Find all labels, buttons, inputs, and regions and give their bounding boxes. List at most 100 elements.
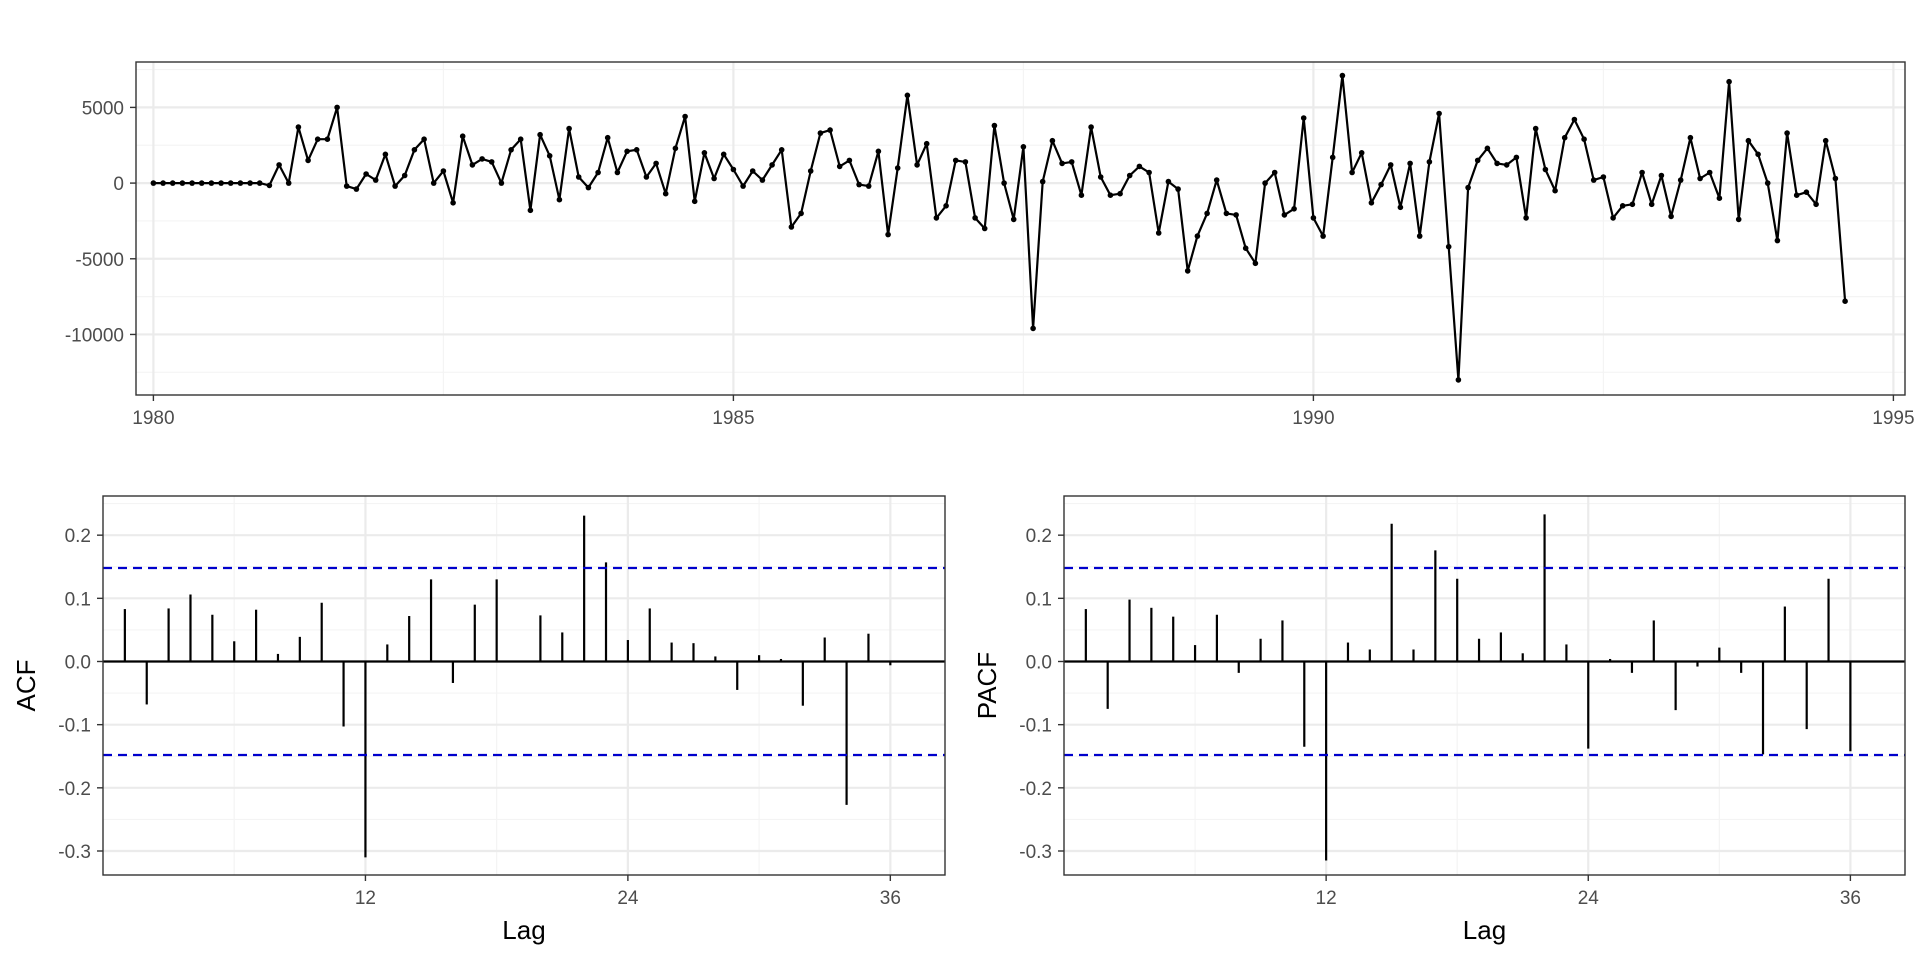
y-tick-label: 0.1 xyxy=(1026,589,1052,610)
data-point xyxy=(1030,325,1036,332)
x-tick-label: 36 xyxy=(880,888,901,909)
data-point xyxy=(1735,216,1742,223)
data-point xyxy=(295,124,302,130)
data-point xyxy=(169,180,176,186)
data-point xyxy=(372,177,379,183)
data-point xyxy=(633,147,640,153)
data-point xyxy=(769,162,775,168)
data-point xyxy=(1416,233,1423,239)
data-point xyxy=(1658,172,1665,179)
data-point xyxy=(759,177,766,183)
y-tick-label: 0.0 xyxy=(1026,652,1052,673)
data-point xyxy=(150,180,157,186)
data-point xyxy=(1610,215,1616,221)
data-point xyxy=(595,169,601,176)
y-axis-title: ACF xyxy=(11,660,41,712)
data-point xyxy=(778,147,785,153)
x-tick-label: 1990 xyxy=(1292,408,1334,429)
data-point xyxy=(914,162,920,168)
data-point xyxy=(1648,201,1655,208)
data-point xyxy=(1262,180,1268,186)
time-series-panel: 1980 1985 1990 1995 5000 0 -5000 -10000 xyxy=(65,61,1915,429)
data-point xyxy=(662,190,669,197)
data-point xyxy=(720,151,727,158)
data-point xyxy=(1397,204,1404,211)
data-point xyxy=(1088,124,1094,130)
data-point xyxy=(1784,130,1790,136)
data-point xyxy=(730,166,737,173)
data-point xyxy=(865,183,872,189)
data-point xyxy=(411,147,418,153)
data-point xyxy=(508,147,514,153)
data-point xyxy=(1349,169,1355,176)
data-point xyxy=(991,122,998,129)
data-point xyxy=(885,231,891,238)
data-point xyxy=(237,180,244,186)
data-point xyxy=(1677,177,1684,183)
y-tick-label: 0.2 xyxy=(65,526,91,547)
data-point xyxy=(1010,216,1017,223)
data-point xyxy=(1184,268,1191,274)
data-point xyxy=(981,225,988,232)
data-point xyxy=(1764,180,1771,186)
x-tick-label: 24 xyxy=(617,888,639,909)
data-point xyxy=(1697,175,1703,182)
data-point xyxy=(701,150,708,156)
data-point xyxy=(1755,151,1761,158)
data-point xyxy=(556,196,563,203)
data-point xyxy=(208,180,215,186)
data-point xyxy=(1281,212,1288,218)
data-point xyxy=(788,224,795,230)
data-point xyxy=(1078,192,1085,198)
y-tick-label: -10000 xyxy=(65,325,124,346)
y-tick-label: 5000 xyxy=(82,98,124,119)
data-point xyxy=(1194,233,1201,239)
data-point xyxy=(817,130,824,136)
data-point xyxy=(1581,136,1587,142)
data-point xyxy=(1629,201,1636,208)
y-axis-title: PACF xyxy=(972,652,1002,719)
data-point xyxy=(392,183,398,189)
data-point xyxy=(653,160,659,167)
x-tick-label: 24 xyxy=(1578,888,1600,909)
data-point xyxy=(1542,166,1549,173)
data-point xyxy=(382,151,389,158)
data-point xyxy=(952,157,959,164)
data-point xyxy=(1213,177,1220,183)
acf-panel: 0.2 0.1 0.0 -0.1 -0.2 -0.3 12 24 36 Lag ACF xyxy=(11,495,946,945)
x-tick-label: 12 xyxy=(1316,888,1337,909)
data-point xyxy=(624,148,630,155)
data-point xyxy=(836,163,843,170)
data-point xyxy=(1049,137,1056,144)
data-point xyxy=(972,215,978,221)
data-point xyxy=(160,180,166,186)
y-tick-label: -0.3 xyxy=(58,842,91,863)
data-point xyxy=(343,183,350,189)
data-point xyxy=(1358,150,1365,156)
data-point xyxy=(1175,186,1181,192)
data-point xyxy=(198,180,205,186)
data-point xyxy=(711,175,717,182)
data-point xyxy=(1233,212,1239,218)
data-point xyxy=(1204,210,1210,217)
panel-border xyxy=(1063,495,1906,876)
data-point xyxy=(962,159,969,165)
x-tick-label: 36 xyxy=(1840,888,1861,909)
data-point xyxy=(1039,178,1046,185)
data-point xyxy=(450,200,456,206)
y-tick-label: -0.1 xyxy=(1019,716,1052,737)
data-point xyxy=(1532,125,1539,132)
data-point xyxy=(1465,184,1471,191)
data-point xyxy=(575,174,582,180)
data-point xyxy=(1165,178,1172,185)
data-point xyxy=(1552,187,1558,194)
data-point xyxy=(227,180,234,186)
data-point xyxy=(1503,162,1510,168)
y-tick-label: -0.2 xyxy=(1019,779,1052,800)
data-point xyxy=(1097,174,1104,180)
data-point xyxy=(314,136,321,142)
x-tick-label: 1985 xyxy=(712,408,754,429)
data-point xyxy=(1706,169,1713,176)
data-point xyxy=(1320,233,1326,239)
panel-border xyxy=(102,495,946,876)
